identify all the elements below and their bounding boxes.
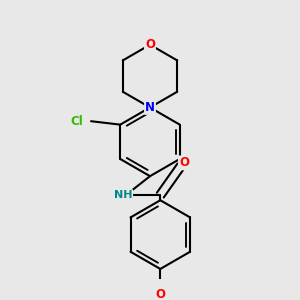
Text: O: O (145, 38, 155, 51)
Text: NH: NH (114, 190, 132, 200)
Text: N: N (145, 101, 155, 114)
Text: O: O (155, 288, 165, 300)
Text: O: O (179, 156, 189, 170)
Text: Cl: Cl (71, 115, 84, 128)
